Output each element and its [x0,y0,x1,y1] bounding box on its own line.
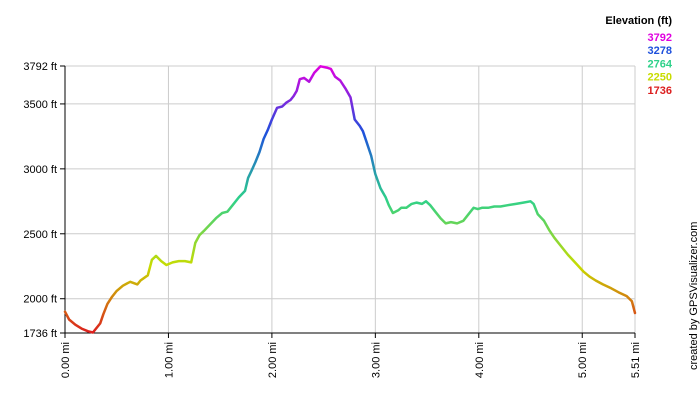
y-tick-labels: 1736 ft 2000 ft 2500 ft 3000 ft 3500 ft 3792 … [23,61,57,340]
legend-entry: 2764 [648,58,673,70]
y-tick-label: 3792 ft [23,61,57,73]
y-tick-label: 2500 ft [23,229,57,241]
legend-entry: 3792 [648,32,672,44]
legend-title: Elevation (ft) [605,15,672,27]
x-tick-label: 0.00 mi [60,342,72,378]
x-tick-label: 5.00 mi [577,342,589,378]
legend-entry: 3278 [648,45,672,57]
axis-layer [60,65,636,338]
credit-text: created by GPSVisualizer.com [688,222,700,370]
series-layer [63,65,637,334]
x-tick-label: 4.00 mi [474,342,486,378]
y-tick-label: 3000 ft [23,164,57,176]
legend-entry: 1736 [648,85,672,97]
x-tick-labels: 0.00 mi 1.00 mi 2.00 mi 3.00 mi 4.00 mi 5.00 … [60,342,642,378]
x-tick-label: 5.51 mi [630,342,642,378]
x-tick-label: 2.00 mi [267,342,279,378]
elevation-line [63,65,637,334]
legend-entry: 2250 [648,72,672,84]
y-tick-label: 2000 ft [23,294,57,306]
y-tick-label: 3500 ft [23,99,57,111]
x-tick-label: 1.00 mi [163,342,175,378]
y-tick-label: 1736 ft [23,328,57,340]
x-tick-label: 3.00 mi [370,342,382,378]
grid-layer [65,65,636,333]
